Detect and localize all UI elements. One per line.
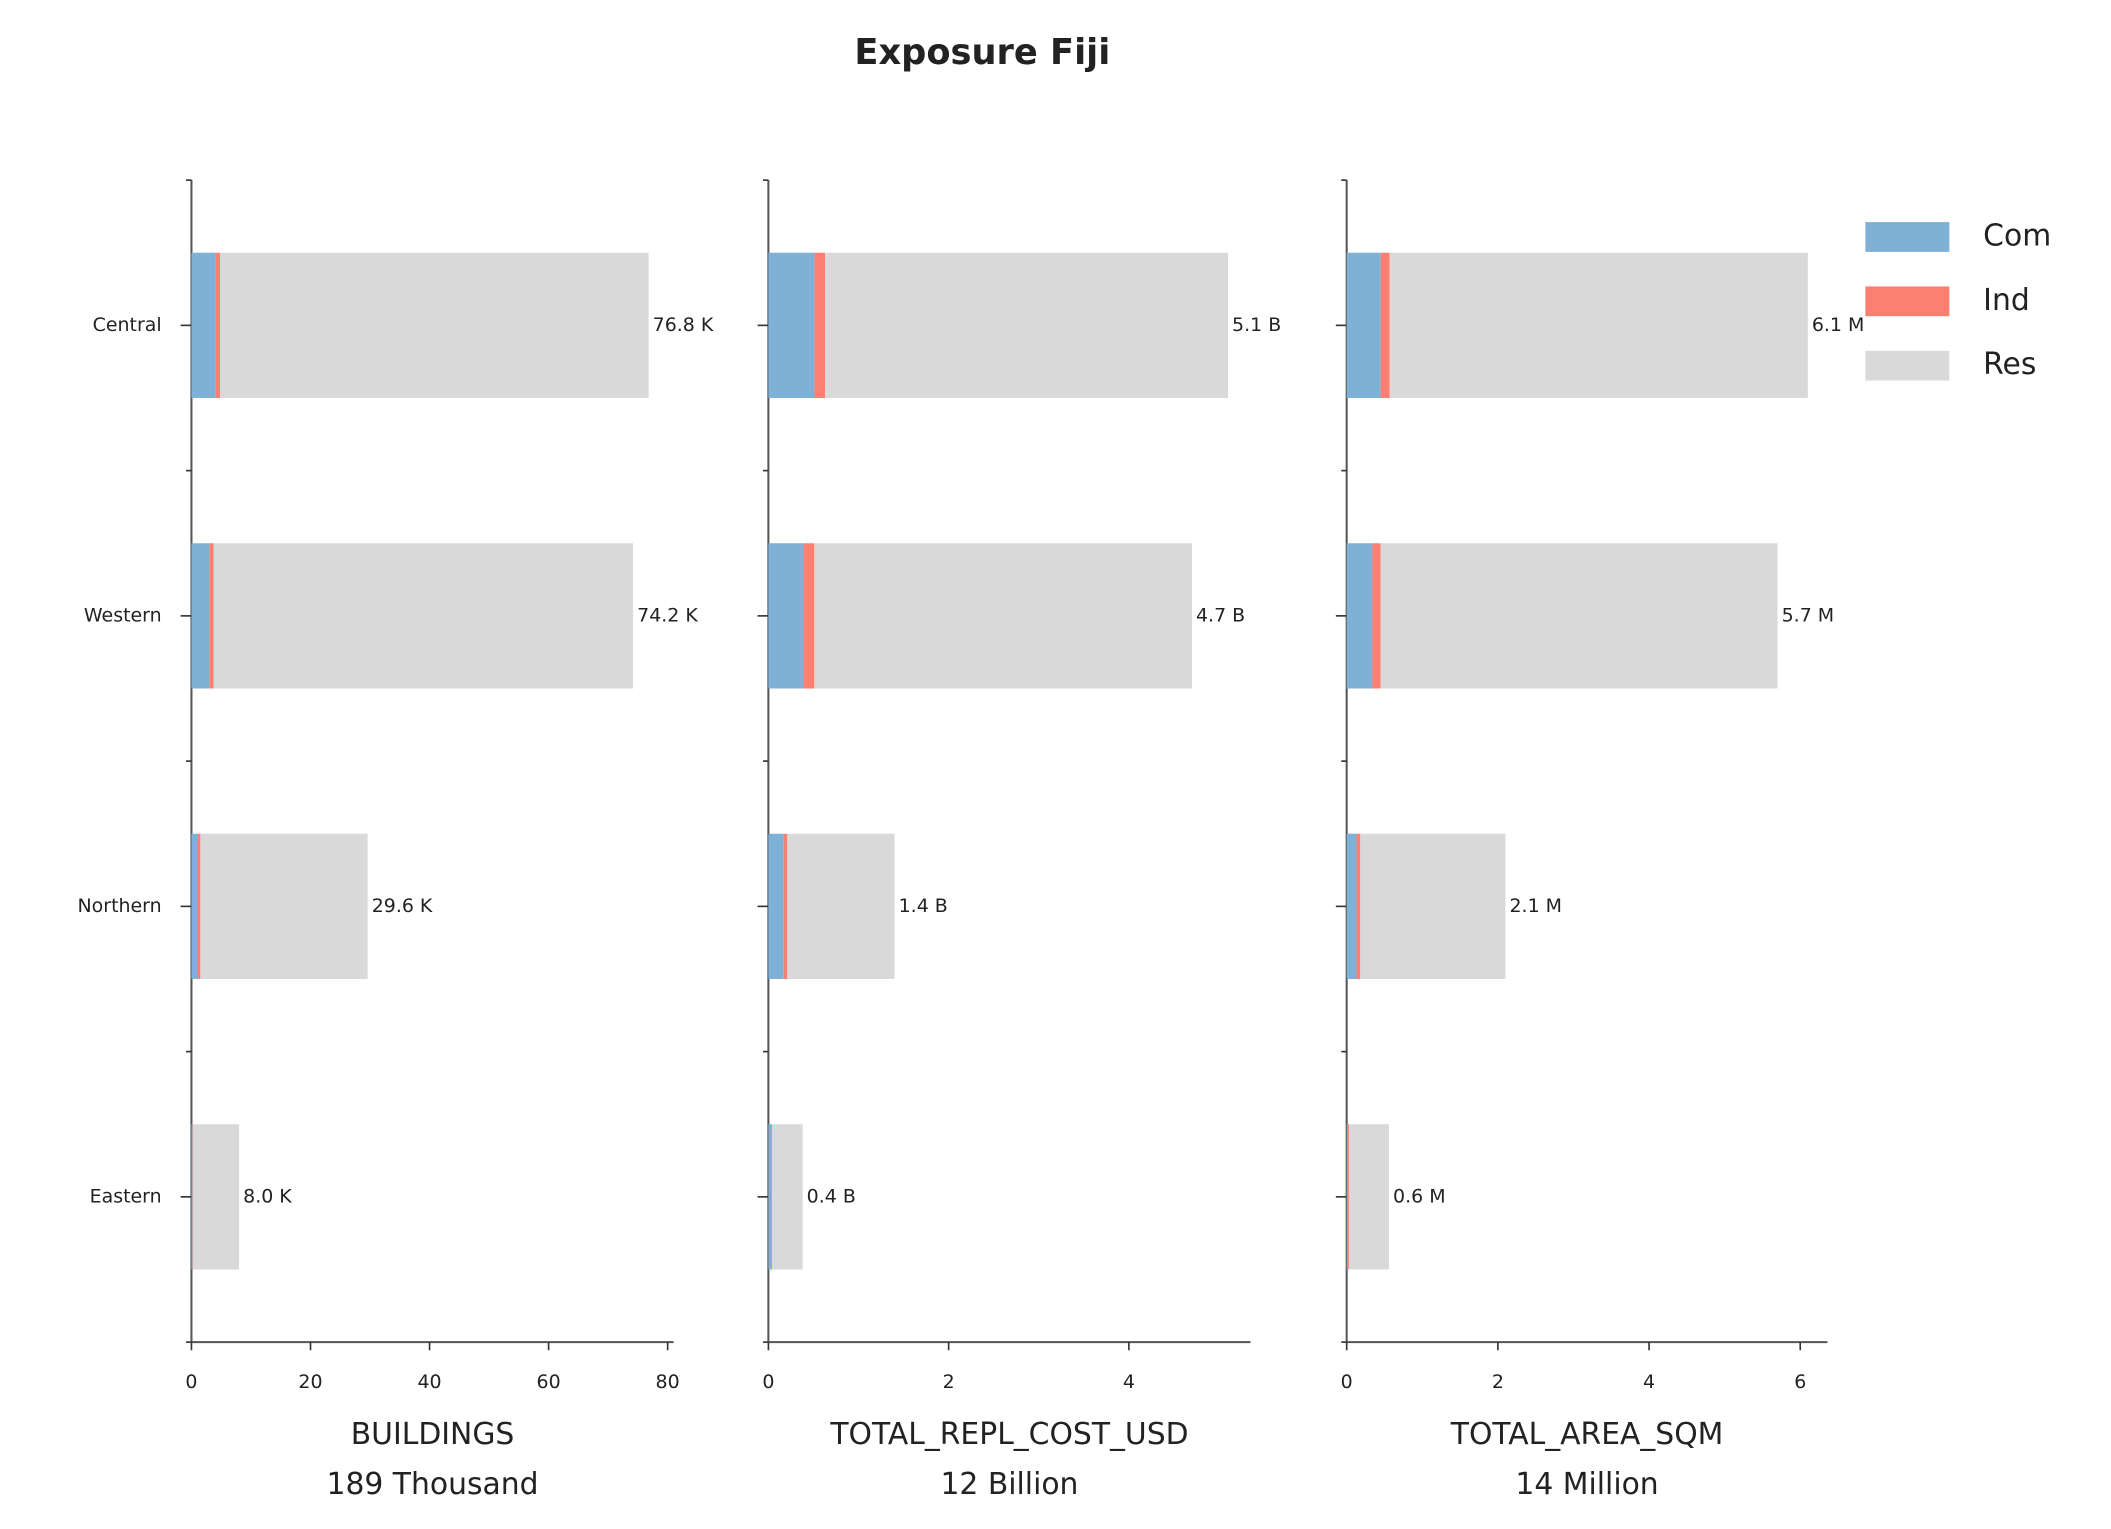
y-tick-label: Central — [93, 314, 162, 336]
bar-segment — [193, 1124, 240, 1270]
legend-swatch — [1865, 286, 1950, 317]
bar-segment — [771, 1124, 803, 1270]
x-axis-label: BUILDINGS — [351, 1417, 515, 1452]
bar-segment — [1380, 252, 1390, 398]
x-axis-sublabel: 14 Million — [1515, 1467, 1658, 1502]
bar-segment — [1346, 833, 1357, 979]
total-label: 8.0 K — [243, 1185, 292, 1207]
bar-segment — [768, 252, 815, 398]
bar-segment — [191, 1124, 193, 1270]
x-tick-label: 2 — [1492, 1371, 1504, 1393]
bar-segment — [209, 543, 214, 689]
bar-segment — [192, 1124, 194, 1270]
legend-label: Res — [1983, 347, 2036, 382]
bar-segment — [215, 252, 221, 398]
bar-segment — [200, 833, 368, 979]
bar-segment — [1372, 543, 1381, 689]
x-axis-sublabel: 12 Billion — [940, 1467, 1078, 1502]
bar-segment — [191, 252, 216, 398]
total-label: 0.6 M — [1393, 1185, 1446, 1207]
total-label: 5.1 B — [1232, 314, 1281, 336]
bar-segment — [783, 833, 788, 979]
x-tick-label: 6 — [1794, 1371, 1806, 1393]
x-tick-label: 4 — [1643, 1371, 1655, 1393]
bar-segment — [768, 543, 804, 689]
bar-segment — [191, 543, 210, 689]
x-axis-sublabel: 189 Thousand — [327, 1467, 539, 1502]
total-label: 0.4 B — [807, 1185, 856, 1207]
total-label: 2.1 M — [1509, 895, 1562, 917]
bar-segment — [1356, 833, 1361, 979]
bar-segment — [1346, 1124, 1348, 1270]
bar-segment — [771, 1124, 772, 1270]
legend-swatch — [1865, 350, 1950, 381]
total-label: 74.2 K — [637, 604, 698, 626]
bar-segment — [814, 252, 826, 398]
x-tick-label: 20 — [298, 1371, 322, 1393]
y-tick-label: Eastern — [90, 1185, 162, 1207]
bar-segment — [220, 252, 649, 398]
bar-segment — [1347, 1124, 1349, 1270]
bar-segment — [1346, 543, 1373, 689]
bar-segment — [803, 543, 815, 689]
bar-segment — [1389, 252, 1808, 398]
bar-segment — [1346, 252, 1381, 398]
total-label: 76.8 K — [653, 314, 714, 336]
bar-segment — [198, 833, 201, 979]
x-tick-label: 4 — [1123, 1371, 1135, 1393]
bar-segment — [768, 833, 784, 979]
bar-segment — [1380, 543, 1778, 689]
total-label: 1.4 B — [899, 895, 948, 917]
legend-label: Com — [1983, 219, 2051, 254]
chart-title: Exposure Fiji — [854, 32, 1110, 73]
bar-segment — [768, 1124, 772, 1270]
x-tick-label: 80 — [656, 1371, 680, 1393]
legend-label: Ind — [1983, 283, 2030, 318]
total-label: 29.6 K — [372, 895, 433, 917]
bar-segment — [191, 833, 199, 979]
x-tick-label: 0 — [1341, 1371, 1353, 1393]
x-tick-label: 0 — [762, 1371, 774, 1393]
bar-segment — [1348, 1124, 1390, 1270]
x-tick-label: 60 — [537, 1371, 561, 1393]
bar-segment — [787, 833, 895, 979]
bar-segment — [213, 543, 634, 689]
legend-swatch — [1865, 222, 1950, 252]
x-tick-label: 40 — [417, 1371, 441, 1393]
x-tick-label: 2 — [943, 1371, 955, 1393]
bar-segment — [814, 543, 1192, 689]
x-axis-label: TOTAL_AREA_SQM — [1450, 1417, 1724, 1452]
x-axis-label: TOTAL_REPL_COST_USD — [829, 1417, 1188, 1452]
x-tick-label: 0 — [185, 1371, 197, 1393]
bar-segment — [1360, 833, 1506, 979]
total-label: 5.7 M — [1782, 604, 1835, 626]
total-label: 4.7 B — [1196, 604, 1245, 626]
y-tick-label: Western — [84, 604, 162, 626]
bar-segment — [825, 252, 1228, 398]
y-tick-label: Northern — [78, 895, 162, 917]
total-label: 6.1 M — [1812, 314, 1865, 336]
